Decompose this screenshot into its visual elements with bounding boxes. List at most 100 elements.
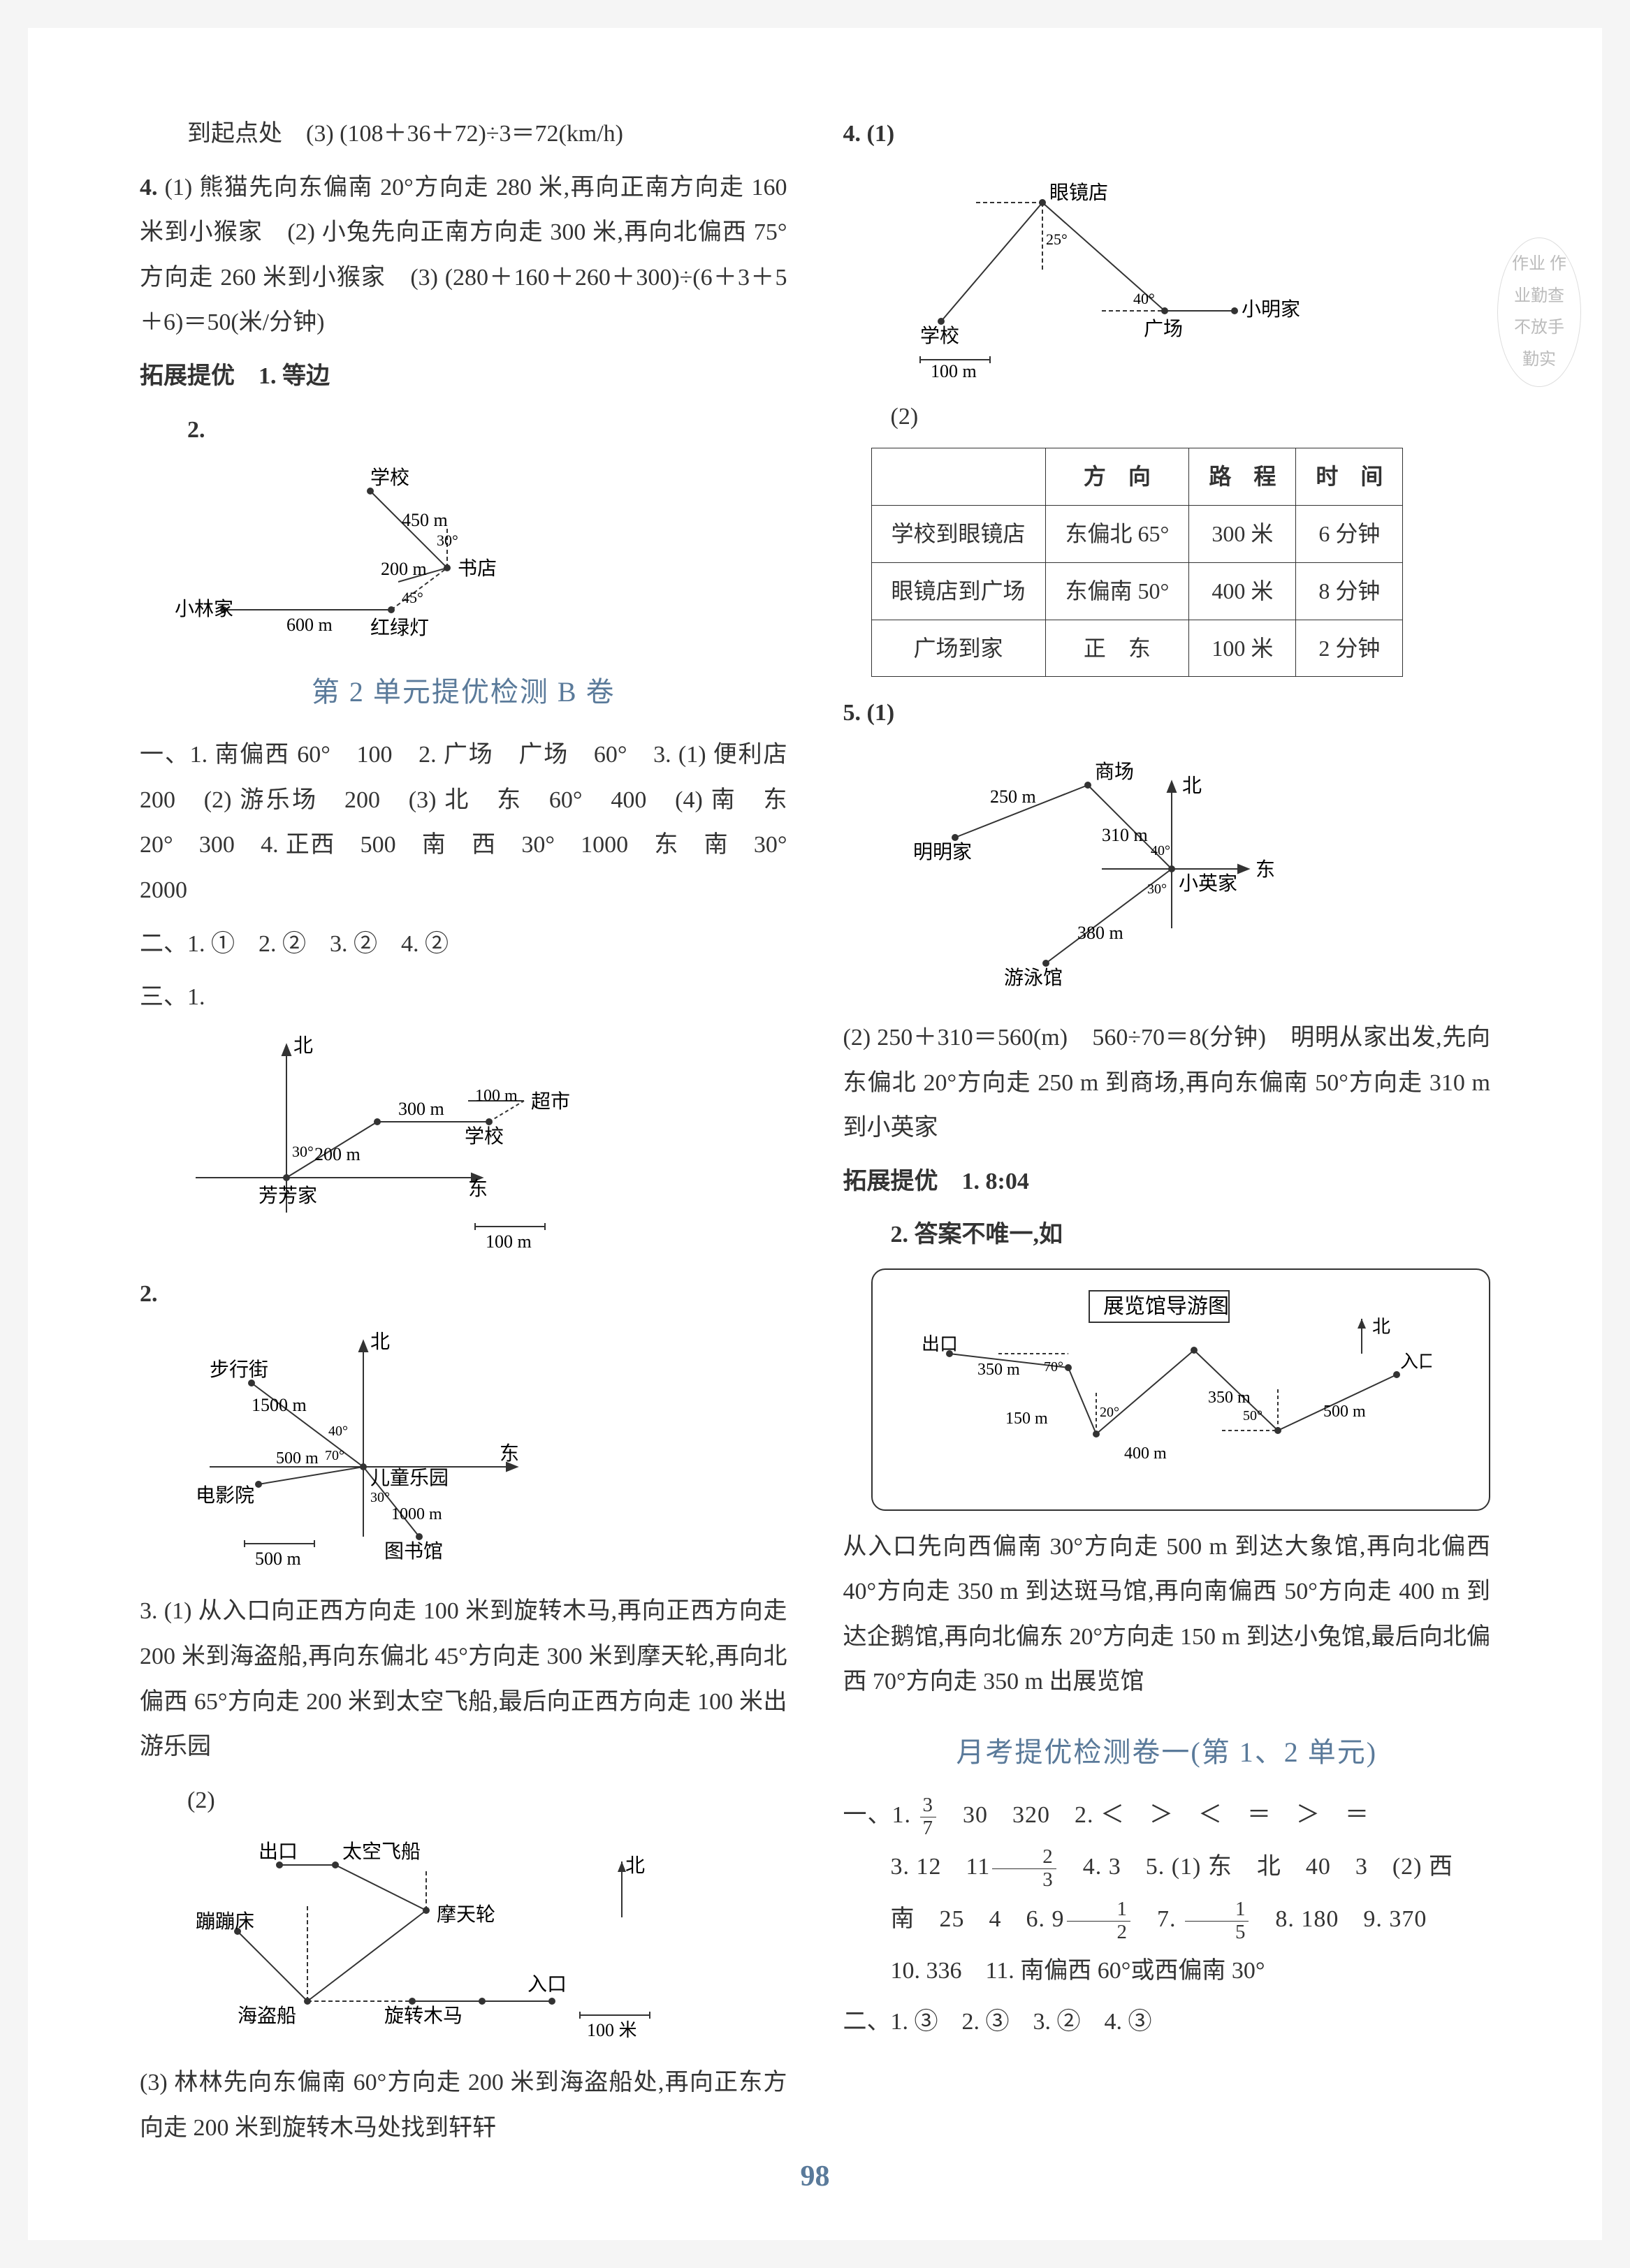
right-column: 4. (1) 眼镜店 25° 学校 40°	[843, 112, 1491, 2156]
route-table: 方 向 路 程 时 间 学校到眼镜店 东偏北 65° 300 米 6 分钟 眼镜…	[871, 448, 1404, 677]
label: 旋转木马	[384, 2005, 463, 2027]
label: 出口	[922, 1334, 958, 1354]
section-title: 第 2 单元提优检测 B 卷	[140, 666, 787, 719]
answer-block: 3. 12 1123 4. 3 5. (1) 东 北 40 3 (2) 西	[843, 1845, 1491, 1892]
cell: 学校到眼镜店	[871, 505, 1045, 562]
label: 450 m	[402, 510, 448, 530]
label: 蹦蹦床	[196, 1910, 254, 1933]
label: 400 m	[1124, 1444, 1167, 1463]
diagram-school-route: 学校 450 m 30° 200 m 书店 45° 小林家 600 m 红绿灯	[168, 463, 787, 645]
answer-block: 南 25 4 6. 912 7. 15 8. 180 9. 370	[843, 1897, 1491, 1944]
paragraph: 到起点处 (3) (108＋36＋72)÷3＝72(km/h)	[140, 112, 787, 157]
table-header	[871, 448, 1045, 506]
label: 红绿灯	[370, 617, 429, 639]
label: 广场	[1144, 318, 1183, 340]
cell: 300 米	[1189, 505, 1296, 562]
label: 北	[1182, 775, 1202, 797]
cell: 眼镜店到广场	[871, 562, 1045, 620]
text: 南 25 4 6. 9	[891, 1906, 1065, 1932]
table-row: 眼镜店到广场 东偏南 50° 400 米 8 分钟	[871, 562, 1403, 620]
label: 儿童乐园	[370, 1467, 449, 1489]
item-label: (2)	[140, 1778, 787, 1824]
label: 1000 m	[391, 1505, 442, 1523]
left-column: 到起点处 (3) (108＋36＋72)÷3＝72(km/h) 4. (1) 熊…	[140, 112, 787, 2156]
label: 小明家	[1242, 298, 1300, 321]
label: 芳芳家	[259, 1185, 317, 1207]
table-row: 广场到家 正 东 100 米 2 分钟	[871, 620, 1403, 677]
label: 1500 m	[252, 1395, 307, 1415]
label: 100 m	[475, 1087, 518, 1105]
label: 500 m	[1323, 1403, 1366, 1421]
text: 7.	[1133, 1906, 1183, 1932]
label: 游泳馆	[1004, 967, 1063, 989]
paragraph: 从入口先向西偏南 30°方向走 500 m 到达大象馆,再向北偏西 40°方向走…	[843, 1525, 1491, 1705]
label: 学校	[920, 325, 959, 347]
label: 东	[468, 1178, 488, 1200]
label: 北	[1372, 1317, 1390, 1337]
page-number: 98	[801, 2149, 830, 2205]
fraction: 12	[1067, 1898, 1130, 1944]
label: 超市	[531, 1090, 570, 1113]
diagram-glasses-shop: 眼镜店 25° 学校 40° 小明家 广场 100 m	[871, 168, 1491, 377]
label: 电影院	[196, 1484, 254, 1507]
label: 30°	[292, 1143, 314, 1160]
label: 100 m	[931, 361, 977, 377]
section-label: 拓展提优 1. 8:04	[843, 1159, 1491, 1205]
label: 明明家	[913, 841, 972, 863]
table-header: 时 间	[1296, 448, 1403, 506]
watermark-stamp: 作业 作业勤查不放手 勤实	[1497, 237, 1581, 387]
fraction: 23	[992, 1846, 1056, 1892]
paragraph: (3) 林林先向东偏南 60°方向走 200 米到海盗船处,再向正东方向走 20…	[140, 2061, 787, 2151]
item-label: (2)	[843, 395, 1491, 440]
label: 45°	[402, 589, 423, 606]
table-row: 学校到眼镜店 东偏北 65° 300 米 6 分钟	[871, 505, 1403, 562]
label: 50°	[1243, 1408, 1262, 1424]
cell: 正 东	[1045, 620, 1189, 677]
label: 学校	[370, 467, 409, 489]
label: 600 m	[286, 615, 333, 635]
item-number: 4.	[140, 175, 158, 200]
label: 眼镜店	[1049, 182, 1108, 204]
label: 书店	[458, 557, 497, 580]
diagram-children-park: 北 步行街 1500 m 40° 70° 500 m 电影院 儿童乐园 东 30…	[168, 1327, 787, 1572]
label: 北	[293, 1035, 313, 1057]
label: 北	[625, 1855, 645, 1877]
label: 东	[1256, 858, 1275, 881]
item-number: 2.	[140, 408, 787, 453]
label: 小林家	[175, 598, 233, 620]
label: 300 m	[398, 1099, 444, 1119]
text: 3. 12 11	[891, 1854, 991, 1880]
label: 350 m	[977, 1361, 1020, 1379]
label: 350 m	[1208, 1389, 1251, 1407]
cell: 100 米	[1189, 620, 1296, 677]
cell: 2 分钟	[1296, 620, 1403, 677]
cell: 8 分钟	[1296, 562, 1403, 620]
label: 200 m	[381, 559, 427, 579]
label: 图书馆	[384, 1540, 443, 1563]
paragraph: (2) 250＋310＝560(m) 560÷70＝8(分钟) 明明从家出发,先…	[843, 1016, 1491, 1151]
answer-block: 一、1. 37 30 320 2. ＜ ＞ ＜ ＝ ＞ ＝	[843, 1793, 1491, 1840]
cell: 6 分钟	[1296, 505, 1403, 562]
label: 商场	[1095, 761, 1134, 783]
label: 太空飞船	[342, 1841, 421, 1863]
paragraph: 3. (1) 从入口向正西方向走 100 米到旋转木马,再向正西方向走 200 …	[140, 1589, 787, 1769]
label: 380 m	[1077, 923, 1123, 943]
page: 作业 作业勤查不放手 勤实 到起点处 (3) (108＋36＋72)÷3＝72(…	[28, 28, 1602, 2240]
label: 30°	[1147, 881, 1167, 897]
answer-block: 二、1. ① 2. ② 3. ② 4. ②	[140, 922, 787, 967]
label: 25°	[1046, 231, 1068, 248]
section-title: 月考提优检测卷一(第 1、2 单元)	[843, 1726, 1491, 1779]
label: 70°	[325, 1448, 344, 1463]
label: 入口	[1400, 1352, 1432, 1372]
label: 小英家	[1179, 872, 1237, 895]
label: 展览馆导游图	[1103, 1295, 1229, 1318]
diagram-mingming: 商场 250 m 北 310 m 明明家 40° 东 30° 小英家 380 m…	[871, 747, 1491, 998]
text: (1) 熊猫先向东偏南 20°方向走 280 米,再向正南方向走 160 米到小…	[140, 175, 787, 336]
item-number: 2.	[140, 1272, 787, 1317]
label: 310 m	[1102, 825, 1148, 845]
label: 步行街	[210, 1359, 268, 1381]
label: 200 m	[314, 1144, 361, 1164]
label: 100 米	[587, 2020, 637, 2040]
answer-block: 10. 336 11. 南偏西 60°或西偏南 30°	[843, 1949, 1491, 1994]
diagram-fangfang: 北 300 m 100 m 超市 30° 200 m 学校 芳芳家 东 100 …	[168, 1031, 787, 1254]
